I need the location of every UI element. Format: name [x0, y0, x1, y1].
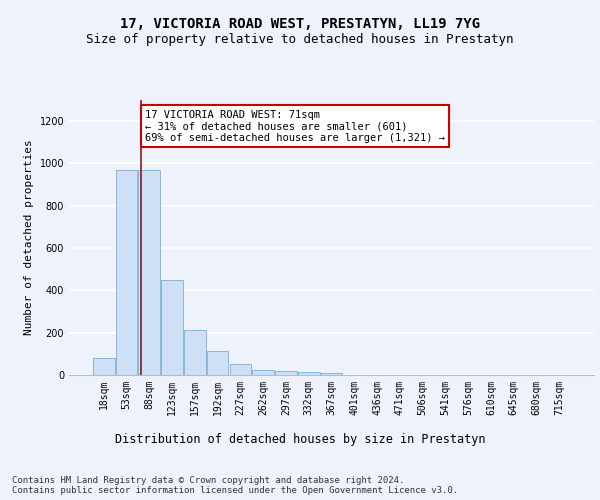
- Text: Size of property relative to detached houses in Prestatyn: Size of property relative to detached ho…: [86, 32, 514, 46]
- Text: Contains HM Land Registry data © Crown copyright and database right 2024.
Contai: Contains HM Land Registry data © Crown c…: [12, 476, 458, 495]
- Bar: [320, 374, 343, 375]
- Bar: [116, 170, 137, 375]
- Bar: [93, 358, 115, 375]
- Bar: [139, 170, 160, 375]
- Bar: [298, 372, 320, 375]
- Bar: [275, 371, 297, 375]
- Y-axis label: Number of detached properties: Number of detached properties: [24, 140, 34, 336]
- Bar: [207, 350, 229, 375]
- Text: Distribution of detached houses by size in Prestatyn: Distribution of detached houses by size …: [115, 432, 485, 446]
- Text: 17 VICTORIA ROAD WEST: 71sqm
← 31% of detached houses are smaller (601)
69% of s: 17 VICTORIA ROAD WEST: 71sqm ← 31% of de…: [145, 110, 445, 142]
- Bar: [184, 330, 206, 375]
- Text: 17, VICTORIA ROAD WEST, PRESTATYN, LL19 7YG: 17, VICTORIA ROAD WEST, PRESTATYN, LL19 …: [120, 18, 480, 32]
- Bar: [253, 370, 274, 375]
- Bar: [230, 364, 251, 375]
- Bar: [161, 280, 183, 375]
